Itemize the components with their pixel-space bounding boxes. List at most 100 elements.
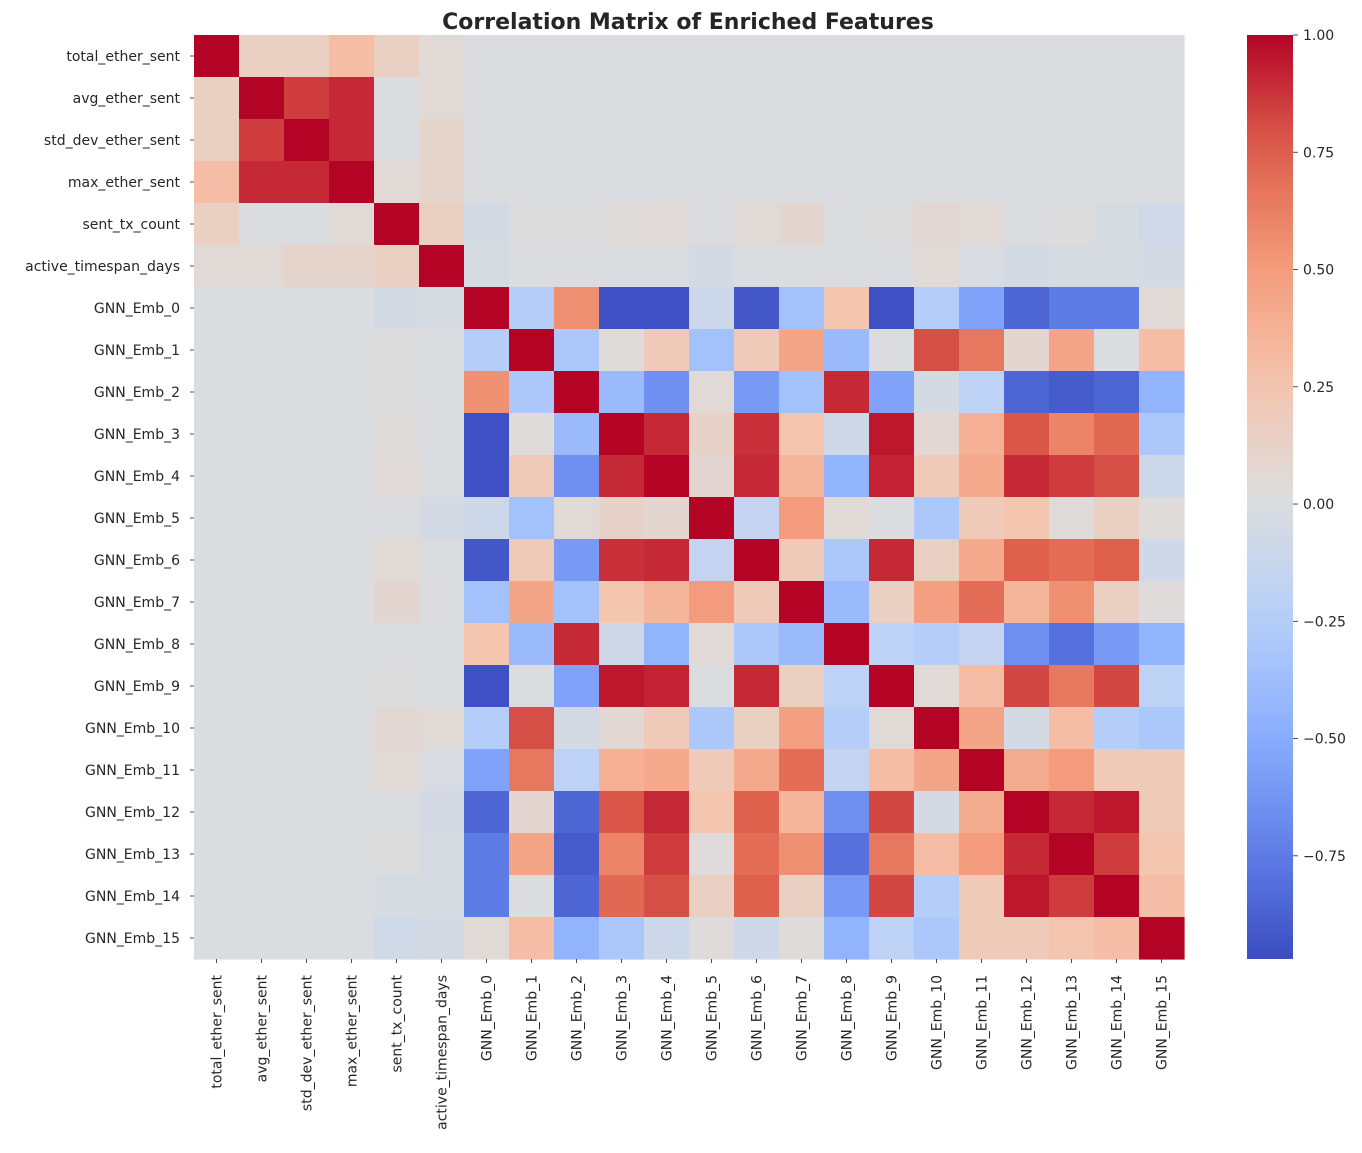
heatmap-cell	[1094, 665, 1140, 708]
heatmap-cell	[464, 455, 510, 498]
heatmap-cell	[509, 287, 555, 330]
heatmap-cell	[239, 455, 285, 498]
heatmap-cell	[194, 707, 240, 750]
y-tick-label: GNN_Emb_4	[94, 469, 180, 485]
x-tick-label: GNN_Emb_13	[1065, 975, 1081, 1070]
heatmap-cell	[689, 917, 735, 960]
heatmap-cell	[1049, 749, 1095, 792]
heatmap-cell	[1094, 791, 1140, 834]
heatmap-cell	[959, 119, 1005, 162]
heatmap-cell	[1094, 35, 1140, 78]
heatmap-cell	[284, 287, 330, 330]
heatmap-cell	[689, 413, 735, 456]
heatmap-cell	[284, 581, 330, 624]
heatmap-cell	[599, 413, 645, 456]
x-tick-label: max_ether_sent	[345, 974, 361, 1087]
heatmap-cell	[284, 161, 330, 204]
heatmap-cell	[599, 917, 645, 960]
heatmap-cell	[824, 749, 870, 792]
heatmap-cell	[1049, 329, 1095, 372]
heatmap-cell	[509, 119, 555, 162]
heatmap-cell	[689, 791, 735, 834]
heatmap-cell	[779, 455, 825, 498]
heatmap-cell	[689, 329, 735, 372]
heatmap-cell	[599, 539, 645, 582]
heatmap-cell	[284, 917, 330, 960]
x-tick-label: total_ether_sent	[210, 975, 226, 1089]
heatmap-cell	[1004, 581, 1050, 624]
heatmap-cell	[554, 119, 600, 162]
heatmap-cell	[644, 665, 690, 708]
heatmap-cell	[1139, 245, 1185, 288]
heatmap-cell	[554, 413, 600, 456]
heatmap-cell	[734, 245, 780, 288]
heatmap-cell	[779, 875, 825, 918]
heatmap-cell	[1004, 791, 1050, 834]
heatmap-cell	[1094, 917, 1140, 960]
x-tick-label: GNN_Emb_0	[480, 975, 496, 1061]
heatmap-cell	[464, 371, 510, 414]
heatmap-cell	[959, 371, 1005, 414]
heatmap-cell	[914, 329, 960, 372]
heatmap-cell	[509, 665, 555, 708]
y-tick-label: GNN_Emb_1	[94, 343, 180, 359]
heatmap-cell	[284, 497, 330, 540]
heatmap-cell	[239, 581, 285, 624]
heatmap-cell	[1049, 77, 1095, 120]
heatmap-cell	[689, 833, 735, 876]
heatmap-cell	[1004, 287, 1050, 330]
heatmap-cell	[284, 119, 330, 162]
heatmap-cell	[464, 77, 510, 120]
heatmap-cell	[464, 245, 510, 288]
heatmap-cell	[779, 371, 825, 414]
heatmap-cell	[734, 77, 780, 120]
heatmap-cell	[554, 665, 600, 708]
heatmap-cell	[1094, 707, 1140, 750]
heatmap-cell	[689, 35, 735, 78]
heatmap-cell	[869, 665, 915, 708]
heatmap-cell	[419, 623, 465, 666]
heatmap-cell	[1094, 287, 1140, 330]
heatmap-cell	[779, 77, 825, 120]
heatmap-cell	[734, 749, 780, 792]
heatmap-cell	[959, 413, 1005, 456]
y-tick-label: GNN_Emb_0	[94, 301, 180, 317]
heatmap-cell	[689, 77, 735, 120]
heatmap-cell	[734, 581, 780, 624]
heatmap-cell	[1049, 539, 1095, 582]
heatmap-cell	[239, 329, 285, 372]
heatmap-cell	[1004, 413, 1050, 456]
heatmap-cell	[1049, 833, 1095, 876]
heatmap-cell	[239, 413, 285, 456]
heatmap-cell	[779, 35, 825, 78]
heatmap-cell	[374, 203, 420, 246]
heatmap-cell	[419, 581, 465, 624]
heatmap-cell	[1004, 539, 1050, 582]
heatmap-cell	[374, 749, 420, 792]
heatmap-cell	[734, 833, 780, 876]
heatmap-cell	[869, 623, 915, 666]
heatmap-cell	[1049, 35, 1095, 78]
colorbar-tick-label: 0.75	[1303, 145, 1334, 161]
heatmap-cell	[1049, 119, 1095, 162]
heatmap-cell	[374, 245, 420, 288]
heatmap-cell	[554, 77, 600, 120]
heatmap-cell	[1094, 749, 1140, 792]
heatmap-cell	[419, 161, 465, 204]
heatmap-cell	[1139, 917, 1185, 960]
heatmap-cell	[1004, 245, 1050, 288]
heatmap-cell	[959, 875, 1005, 918]
heatmap-cell	[779, 917, 825, 960]
heatmap-cell	[1094, 203, 1140, 246]
heatmap-cell	[284, 539, 330, 582]
heatmap-cell	[239, 119, 285, 162]
heatmap-cell	[194, 497, 240, 540]
heatmap-cell	[779, 161, 825, 204]
heatmap-cell	[1049, 623, 1095, 666]
heatmap-cell	[554, 875, 600, 918]
heatmap-cell	[869, 329, 915, 372]
heatmap-cell	[374, 875, 420, 918]
heatmap-cell	[959, 161, 1005, 204]
heatmap-cell	[329, 329, 375, 372]
heatmap-cell	[779, 497, 825, 540]
